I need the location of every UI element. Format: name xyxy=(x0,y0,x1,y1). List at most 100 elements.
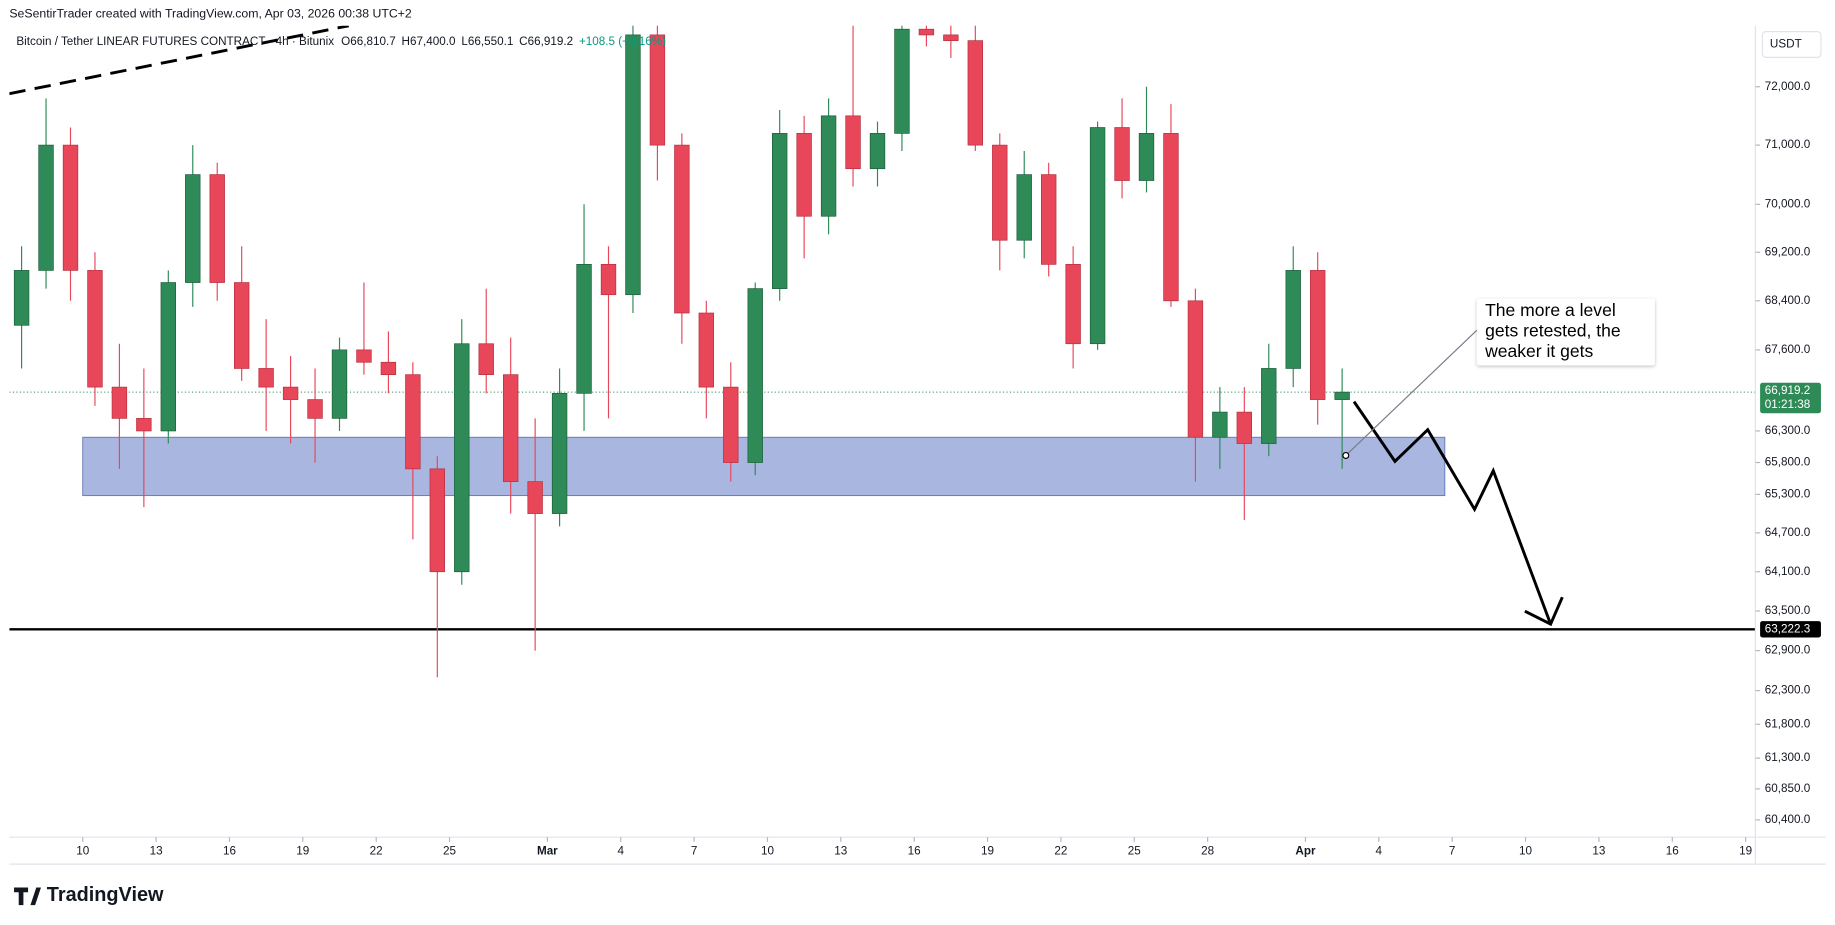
callout-leader xyxy=(1345,329,1478,456)
projection-arrow xyxy=(1352,400,1552,625)
ohlc-value: L66,550.1 xyxy=(461,35,513,48)
candle-body xyxy=(1309,270,1326,400)
x-tick-label: 16 xyxy=(1666,844,1679,857)
x-tick-label: 25 xyxy=(443,844,456,857)
candle-body xyxy=(1261,368,1277,444)
candle-body xyxy=(918,28,935,36)
y-tick-label: 65,800.0 xyxy=(1765,456,1811,469)
candle-body xyxy=(1089,127,1106,345)
candle-body xyxy=(625,34,641,296)
y-tick-label: 62,300.0 xyxy=(1765,684,1811,697)
trend-line xyxy=(9,25,350,96)
candle-body xyxy=(1212,411,1228,438)
candle-body xyxy=(1016,174,1032,241)
candle-body xyxy=(1236,411,1253,444)
x-tick-label: 10 xyxy=(761,844,774,857)
candle-body xyxy=(62,144,79,271)
x-tick-label: 19 xyxy=(1739,844,1752,857)
symbol-title: Bitcoin / Tether LINEAR FUTURES CONTRACT… xyxy=(16,35,334,48)
candle-body xyxy=(894,28,910,134)
x-tick-label: 7 xyxy=(691,844,698,857)
y-tick-label: 60,850.0 xyxy=(1765,782,1811,795)
attribution: SeSentirTrader created with TradingView.… xyxy=(9,6,411,20)
x-tick-label: 19 xyxy=(981,844,994,857)
ohlc-value: C66,919.2 xyxy=(519,35,573,48)
candle-body xyxy=(1334,391,1350,400)
y-tick-label: 61,800.0 xyxy=(1765,717,1811,730)
candle-body xyxy=(674,144,690,314)
callout-text: gets retested, the xyxy=(1485,321,1621,341)
logo: TradingView xyxy=(14,884,164,906)
candle-body xyxy=(1040,174,1057,265)
candle-body xyxy=(1065,264,1081,345)
candle-body xyxy=(771,133,788,289)
callout-anchor xyxy=(1342,451,1350,459)
x-tick-label: 7 xyxy=(1449,844,1456,857)
candle-body xyxy=(1114,127,1130,181)
header: Bitcoin / Tether LINEAR FUTURES CONTRACT… xyxy=(16,35,666,48)
logo-text: TradingView xyxy=(47,884,164,906)
countdown: 01:21:38 xyxy=(1765,398,1810,411)
x-tick-label: 4 xyxy=(1376,844,1383,857)
candle-body xyxy=(136,418,152,432)
candle-body xyxy=(356,349,372,363)
candle-body xyxy=(185,174,201,283)
x-tick-label: 28 xyxy=(1201,844,1214,857)
candle-body xyxy=(258,368,274,388)
x-tick-label: Apr xyxy=(1295,844,1316,857)
logo-icon xyxy=(14,887,41,906)
candle-body xyxy=(307,399,323,419)
x-tick-label: 22 xyxy=(1054,844,1067,857)
price-label: 66,919.2 xyxy=(1765,384,1810,397)
candle-body xyxy=(502,374,519,482)
candle-body xyxy=(576,264,592,394)
ohlc-value: +108.5 (+0.16%) xyxy=(579,35,666,48)
y-tick-label: 64,100.0 xyxy=(1765,565,1811,578)
x-tick-label: 13 xyxy=(1592,844,1605,857)
candle-body xyxy=(943,34,959,41)
candle-body xyxy=(967,40,984,146)
candle-body xyxy=(233,282,250,369)
x-tick-label: 16 xyxy=(908,844,921,857)
candle-body xyxy=(87,270,103,388)
x-tick-label: 22 xyxy=(370,844,383,857)
y-tick-label: 67,600.0 xyxy=(1765,343,1811,356)
currency: USDT xyxy=(1770,38,1802,51)
y-tick-label: 69,200.0 xyxy=(1765,245,1811,258)
candle-body xyxy=(160,282,177,432)
candle-body xyxy=(869,133,886,170)
x-tick-label: 16 xyxy=(223,844,236,857)
candle-body xyxy=(1163,133,1179,302)
arrow-head xyxy=(1524,596,1564,627)
y-tick-label: 63,500.0 xyxy=(1765,604,1811,617)
y-tick-label: 70,000.0 xyxy=(1765,197,1811,210)
y-tick-label: 61,300.0 xyxy=(1765,751,1811,764)
candle-body xyxy=(820,115,837,217)
y-tick-label: 62,900.0 xyxy=(1765,644,1811,657)
x-tick-label: 10 xyxy=(1519,844,1532,857)
candle-body xyxy=(747,288,763,463)
candle-body xyxy=(1187,300,1204,438)
candle-body xyxy=(698,312,715,388)
candle-body xyxy=(38,144,54,271)
x-tick-label: Mar xyxy=(537,844,558,857)
candle-body xyxy=(796,133,812,217)
candle-body xyxy=(1285,270,1301,369)
candle-body xyxy=(527,481,543,514)
y-tick-label: 66,300.0 xyxy=(1765,424,1811,437)
x-tick-label: 13 xyxy=(150,844,163,857)
level-label: 63,222.3 xyxy=(1765,622,1810,635)
candle-body xyxy=(380,361,397,376)
ohlc-value: H67,400.0 xyxy=(402,35,456,48)
candle-body xyxy=(723,386,739,463)
candle-body xyxy=(478,343,494,376)
x-tick-label: 25 xyxy=(1128,844,1141,857)
currency-box xyxy=(1761,31,1822,58)
y-tick-label: 60,400.0 xyxy=(1765,813,1811,826)
ohlc-value: O66,810.7 xyxy=(341,35,396,48)
y-tick-label: 65,300.0 xyxy=(1765,487,1811,500)
candle-body xyxy=(551,392,568,514)
level-label-box xyxy=(1760,621,1821,638)
